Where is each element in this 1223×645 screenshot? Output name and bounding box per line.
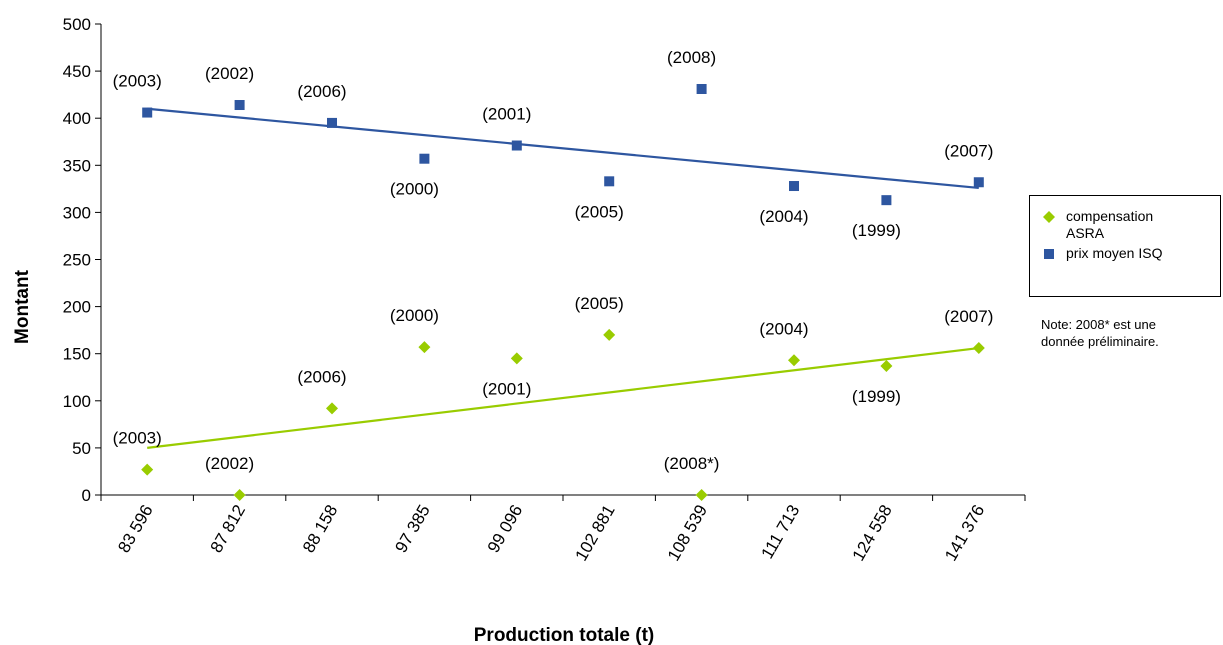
- data-point-compensation-asra: [603, 328, 616, 341]
- data-point-prix-moyen-isq: [973, 177, 984, 188]
- legend-label: compensation: [1066, 208, 1154, 224]
- y-tick-label: 350: [63, 156, 91, 175]
- diamond-marker-icon: [1040, 208, 1058, 226]
- data-point-prix-moyen-isq: [234, 100, 245, 111]
- y-tick-label: 0: [82, 486, 91, 505]
- x-tick-label: 99 096: [484, 502, 526, 557]
- data-point-prix-moyen-isq: [142, 107, 153, 118]
- x-tick-label: 88 158: [299, 502, 341, 557]
- y-tick-label: 500: [63, 15, 91, 34]
- note-line-2: donnée préliminaire.: [1041, 334, 1159, 349]
- y-tick-label: 200: [63, 298, 91, 317]
- data-label-compensation-asra: (2002): [205, 454, 254, 473]
- x-tick-label: 83 596: [114, 502, 156, 557]
- y-tick-label: 150: [63, 345, 91, 364]
- data-label-compensation-asra: (2001): [482, 379, 531, 398]
- axes: 0 50 100 150 200 250 300 350 400 450 500 83 596 87 8…: [63, 15, 1026, 565]
- y-tick-label: 250: [63, 251, 91, 270]
- trendlines: [147, 107, 979, 449]
- x-axis-title: Production totale (t): [474, 625, 654, 645]
- legend: compensation ASRA prix moyen ISQ: [1029, 195, 1221, 297]
- data-point-compensation-asra: [233, 489, 246, 501]
- data-label-prix-moyen-isq: (2005): [575, 202, 624, 221]
- legend-label: prix moyen ISQ: [1066, 245, 1163, 261]
- data-point-prix-moyen-isq: [881, 195, 892, 206]
- square-marker-icon: [1040, 245, 1058, 263]
- trendline-prix-moyen-isq: [147, 107, 979, 190]
- legend-item-compensation-asra: compensation ASRA: [1040, 208, 1186, 242]
- y-tick-label: 50: [72, 439, 91, 458]
- x-tick-label: 111 713: [758, 502, 804, 563]
- data-label-prix-moyen-isq: (2008): [667, 48, 716, 67]
- y-tick-label: 100: [63, 392, 91, 411]
- x-tick-label: 108 539: [664, 502, 711, 565]
- data-label-prix-moyen-isq: (2001): [482, 105, 531, 124]
- data-label-prix-moyen-isq: (2007): [944, 141, 993, 160]
- note-line-1: Note: 2008* est une: [1041, 317, 1156, 332]
- data-point-prix-moyen-isq: [419, 153, 430, 164]
- y-tick-label: 400: [63, 109, 91, 128]
- data-point-prix-moyen-isq: [511, 140, 522, 151]
- data-point-prix-moyen-isq: [327, 117, 337, 128]
- legend-label-line2: ASRA: [1066, 225, 1105, 241]
- data-point-compensation-asra: [788, 354, 800, 367]
- x-tick-label: 87 812: [207, 502, 249, 557]
- data-point-prix-moyen-isq: [789, 181, 799, 192]
- x-tick-label: 124 558: [849, 502, 896, 565]
- data-point-prix-moyen-isq: [696, 83, 707, 94]
- legend-item-prix-moyen-isq: prix moyen ISQ: [1040, 245, 1186, 263]
- data-point-prix-moyen-isq: [604, 176, 615, 187]
- data-point-compensation-asra: [418, 341, 431, 354]
- data-label-compensation-asra: (2007): [944, 307, 993, 326]
- data-label-prix-moyen-isq: (2003): [113, 72, 162, 91]
- data-label-compensation-asra: (2005): [575, 294, 624, 313]
- trendline-compensation-asra: [147, 346, 979, 449]
- data-label-compensation-asra: (2006): [297, 367, 346, 386]
- data-label-prix-moyen-isq: (2002): [205, 64, 254, 83]
- x-tick-label: 97 385: [391, 502, 433, 557]
- data-point-compensation-asra: [880, 359, 893, 372]
- y-tick-label: 450: [63, 62, 91, 81]
- data-label-prix-moyen-isq: (2000): [390, 180, 439, 199]
- data-label-prix-moyen-isq: (2004): [759, 207, 808, 226]
- data-point-compensation-asra: [972, 342, 985, 355]
- data-label-compensation-asra: (2004): [759, 319, 808, 338]
- note: Note: 2008* est une donnée préliminaire.: [1041, 316, 1211, 350]
- data-label-compensation-asra: (2003): [113, 429, 162, 448]
- data-point-compensation-asra: [510, 352, 523, 365]
- data-points: [141, 83, 985, 501]
- data-label-compensation-asra: (2000): [390, 306, 439, 325]
- data-label-compensation-asra: (1999): [852, 387, 901, 406]
- data-point-compensation-asra: [141, 463, 154, 476]
- y-tick-label: 300: [63, 203, 91, 222]
- data-label-prix-moyen-isq: (2006): [297, 82, 346, 101]
- x-tick-label: 102 881: [571, 502, 618, 565]
- data-point-compensation-asra: [326, 402, 338, 415]
- data-label-prix-moyen-isq: (1999): [852, 221, 901, 240]
- data-labels: (2003) (2002) (2006) (2000) (2001) (2005) (200…: [113, 48, 994, 473]
- data-label-compensation-asra: (2008*): [664, 454, 720, 473]
- x-tick-label: 141 376: [941, 502, 988, 565]
- y-axis-title: Montant: [12, 269, 33, 344]
- data-point-compensation-asra: [695, 489, 708, 501]
